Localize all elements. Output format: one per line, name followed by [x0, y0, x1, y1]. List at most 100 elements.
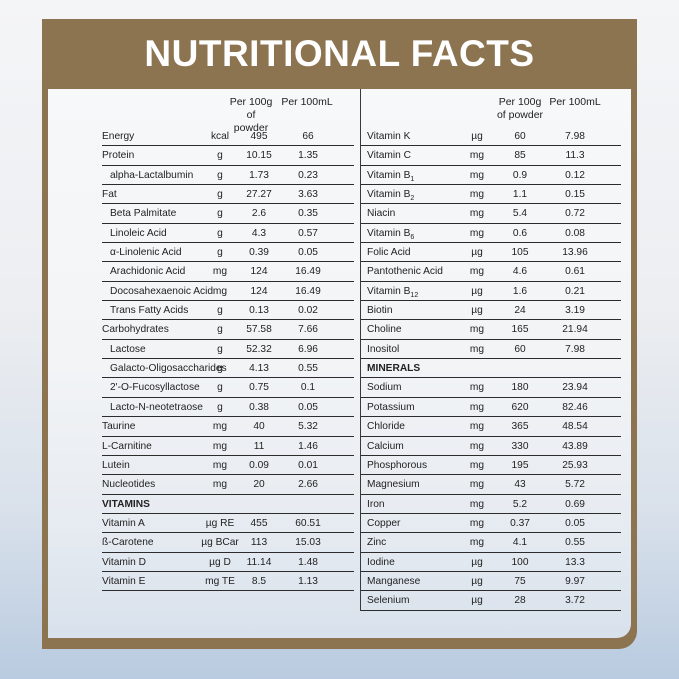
table-row: Potassium mg 620 82.46: [361, 398, 621, 418]
nutrient-name: Phosphorous: [367, 460, 427, 471]
nutrient-name: Vitamin B1: [367, 170, 414, 183]
nutrient-name: Arachidonic Acid: [110, 266, 185, 277]
per-100g-header: Per 100g of powder: [228, 96, 274, 135]
table-row: Choline mg 165 21.94: [361, 320, 621, 340]
nutrient-unit: mg: [212, 459, 228, 471]
value-per-100g: 27.27: [246, 189, 272, 201]
left-table: Energy kcal 495 66 Protein g 10.15 1.35 alpha-La…: [102, 127, 354, 592]
value-per-100g: 180: [511, 382, 529, 394]
nutrient-unit: mg: [469, 324, 485, 336]
nutrient-name-text: 2'-O-Fucosyllactose: [110, 382, 200, 394]
nutrient-name-text: Chloride: [367, 421, 405, 433]
value-per-100ml: 1.46: [298, 440, 318, 452]
nutrient-unit: µg BCar: [201, 537, 239, 549]
nutrient-unit: g: [217, 150, 223, 162]
nutrient-name: Fat: [102, 189, 117, 200]
nutrient-unit: mg: [469, 227, 485, 239]
value-per-100g: 455: [250, 517, 268, 529]
table-row: Selenium µg 28 3.72: [361, 591, 621, 611]
value-per-100ml: 0.55: [565, 537, 585, 549]
nutrient-unit: mg: [469, 479, 485, 491]
value-per-100g: 124: [250, 285, 268, 297]
value-per-100ml: 0.69: [565, 498, 585, 510]
value-per-100g: 495: [250, 131, 268, 142]
value-per-100ml: 1.48: [298, 556, 318, 568]
left-column-header: Per 100g of powder Per 100mL: [102, 89, 354, 134]
table-row: Taurine mg 40 5.32: [102, 417, 354, 437]
nutrient-name: Vitamin C: [367, 150, 411, 161]
per-100ml-header: Per 100mL: [281, 96, 333, 108]
nutrient-name: Taurine: [102, 421, 135, 432]
left-column: Per 100g of powder Per 100mL Energy kcal 4…: [102, 89, 354, 592]
value-per-100ml: 0.05: [565, 517, 585, 529]
table-row: Vitamin C mg 85 11.3: [361, 146, 621, 166]
value-per-100g: 0.39: [249, 247, 269, 259]
nutrient-unit: kcal: [210, 131, 230, 142]
nutrient-name: Niacin: [367, 208, 395, 219]
nutrient-name-text: Nucleotides: [102, 479, 156, 491]
nutrient-unit: µg: [471, 285, 483, 297]
nutrient-unit: mg: [469, 189, 485, 201]
table-row: Niacin mg 5.4 0.72: [361, 204, 621, 224]
nutrient-name: Iron: [367, 499, 385, 510]
nutrient-name-text: Beta Palmitate: [110, 208, 177, 220]
value-per-100g: 4.6: [512, 266, 528, 278]
nutrient-name-text: Iodine: [367, 556, 395, 568]
table-row: Chloride mg 365 48.54: [361, 417, 621, 437]
value-per-100g: 85: [514, 150, 526, 162]
nutrient-unit: mg: [469, 343, 485, 355]
value-per-100g: 40: [253, 421, 265, 433]
nutrient-name: Vitamin D: [102, 557, 146, 568]
nutrient-name: Chloride: [367, 421, 405, 432]
value-per-100g: 52.32: [246, 343, 272, 355]
value-per-100g: 43: [514, 479, 526, 491]
nutrient-name-text: Fat: [102, 189, 117, 201]
nutrient-name-text: Vitamin B: [367, 227, 411, 239]
value-per-100ml: 60.51: [295, 517, 321, 529]
nutrient-name-text: Taurine: [102, 421, 136, 433]
nutrient-name: Energy: [102, 131, 134, 142]
nutrient-unit: mg: [469, 459, 485, 471]
value-per-100ml: 0.57: [298, 227, 318, 239]
value-per-100ml: 0.15: [565, 189, 585, 201]
table-row: Protein g 10.15 1.35: [102, 146, 354, 166]
table-row: Folic Acid µg 105 13.96: [361, 243, 621, 263]
nutrient-name: Calcium: [367, 441, 404, 452]
table-row: Iron mg 5.2 0.69: [361, 495, 621, 514]
table-row: Trans Fatty Acids g 0.13 0.02: [102, 301, 354, 321]
nutrient-unit: mg: [212, 421, 228, 433]
table-row: Docosahexaenoic Acid mg 124 16.49: [102, 282, 354, 302]
value-per-100ml: 9.97: [565, 575, 585, 587]
value-per-100g: 4.13: [249, 363, 269, 375]
value-per-100ml: 0.08: [565, 227, 585, 239]
nutrient-name-text: α-Linolenic Acid: [110, 247, 182, 259]
table-row: Zinc mg 4.1 0.55: [361, 533, 621, 553]
nutrient-name-text: Niacin: [367, 208, 396, 220]
value-per-100ml: 1.35: [298, 150, 318, 162]
nutrient-name: Protein: [102, 150, 134, 161]
nutrient-name: Magnesium: [367, 479, 420, 490]
value-per-100g: 0.09: [249, 459, 269, 471]
nutrient-unit: mg: [212, 440, 228, 452]
of-powder-label: of powder: [496, 109, 544, 121]
value-per-100g: 5.4: [512, 208, 528, 220]
nutrient-name: Lactose: [110, 344, 146, 355]
value-per-100ml: 0.05: [298, 401, 318, 413]
nutrient-name: Biotin: [367, 305, 392, 316]
nutrient-name-text: Energy: [102, 131, 135, 142]
nutrient-unit: mg: [469, 498, 485, 510]
nutrient-name-text: Phosphorous: [367, 459, 428, 471]
value-per-100g: 0.13: [249, 305, 269, 317]
nutrient-name: Linoleic Acid: [110, 228, 167, 239]
value-per-100g: 4.1: [512, 537, 528, 549]
table-row: 2'-O-Fucosyllactose g 0.75 0.1: [102, 378, 354, 398]
nutrient-name: Galacto-Oligosaccharides: [110, 363, 227, 374]
value-per-100ml: 23.94: [562, 382, 588, 394]
value-per-100g: 165: [511, 324, 529, 336]
nutrient-name: Pantothenic Acid: [367, 266, 443, 277]
value-per-100ml: 13.96: [562, 247, 588, 259]
value-per-100g: 2.6: [251, 208, 267, 220]
nutrient-unit: g: [217, 363, 223, 375]
nutrient-name-text: Vitamin C: [367, 150, 411, 162]
table-row: Calcium mg 330 43.89: [361, 437, 621, 456]
